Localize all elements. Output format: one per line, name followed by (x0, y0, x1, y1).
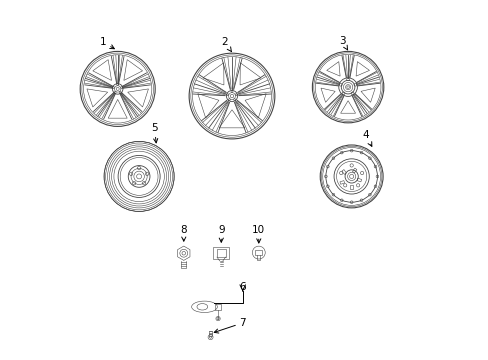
Text: 6: 6 (239, 282, 245, 292)
Bar (350, 185, 352, 189)
Bar (339, 181, 344, 184)
Bar (213, 247, 229, 259)
Bar (341, 170, 346, 174)
Text: 2: 2 (221, 37, 231, 51)
Text: 1: 1 (100, 37, 114, 49)
Bar (255, 250, 262, 256)
Text: 4: 4 (362, 130, 371, 146)
Bar (217, 249, 225, 257)
Bar (215, 303, 221, 310)
Text: 10: 10 (252, 225, 265, 243)
Text: 7: 7 (214, 318, 245, 333)
Text: 8: 8 (180, 225, 187, 241)
Text: 5: 5 (151, 123, 158, 143)
Bar (352, 168, 356, 173)
Bar (209, 331, 212, 337)
Text: 3: 3 (338, 36, 347, 50)
Text: 9: 9 (218, 225, 224, 242)
Bar (356, 178, 361, 182)
